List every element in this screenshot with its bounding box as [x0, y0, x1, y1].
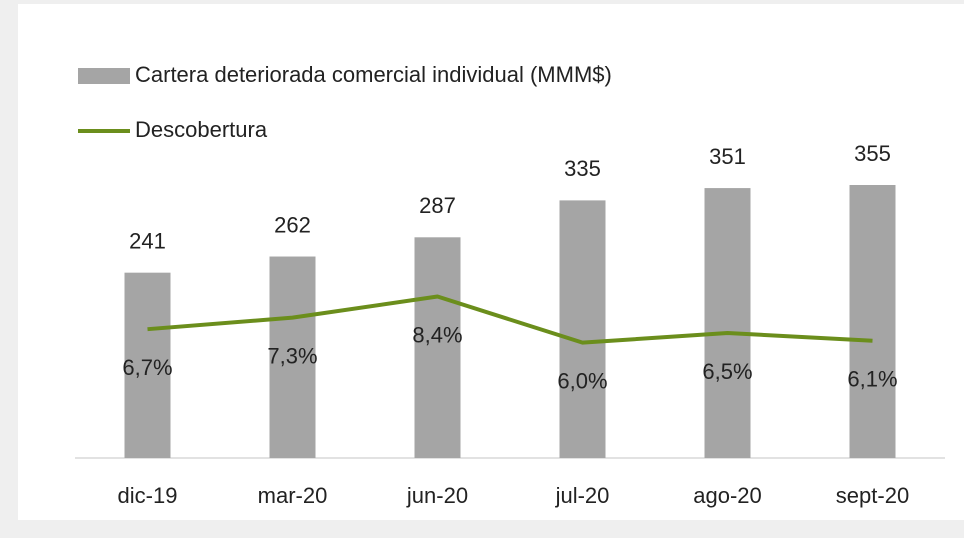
- x-tick-label: sept-20: [836, 483, 909, 508]
- bar-value-label: 241: [129, 228, 166, 253]
- x-tick-label: dic-19: [118, 483, 178, 508]
- line-value-label: 8,4%: [412, 322, 462, 347]
- x-tick-label: jun-20: [406, 483, 468, 508]
- x-tick-label: ago-20: [693, 483, 762, 508]
- bar: [124, 272, 171, 458]
- legend-swatch: [78, 68, 130, 84]
- bar-value-label: 351: [709, 144, 746, 169]
- line-value-label: 6,7%: [122, 355, 172, 380]
- legend-label: Cartera deteriorada comercial individual…: [135, 62, 612, 87]
- bar: [849, 185, 896, 458]
- line-value-label: 6,0%: [557, 368, 607, 393]
- bar-value-label: 335: [564, 156, 601, 181]
- x-tick-label: jul-20: [555, 483, 610, 508]
- line-value-label: 6,5%: [702, 359, 752, 384]
- panel: [18, 4, 964, 520]
- line: [147, 294, 873, 345]
- line-value-label: 7,3%: [267, 343, 317, 368]
- legend-label: Descobertura: [135, 117, 268, 142]
- bar: [414, 237, 461, 458]
- bar-value-label: 355: [854, 141, 891, 166]
- x-tick-label: mar-20: [258, 483, 328, 508]
- bar: [559, 200, 606, 458]
- bar: [704, 188, 751, 458]
- bar: [269, 256, 316, 458]
- bar-value-label: 262: [274, 212, 311, 237]
- bar-value-label: 287: [419, 193, 456, 218]
- line-value-label: 6,1%: [847, 367, 897, 392]
